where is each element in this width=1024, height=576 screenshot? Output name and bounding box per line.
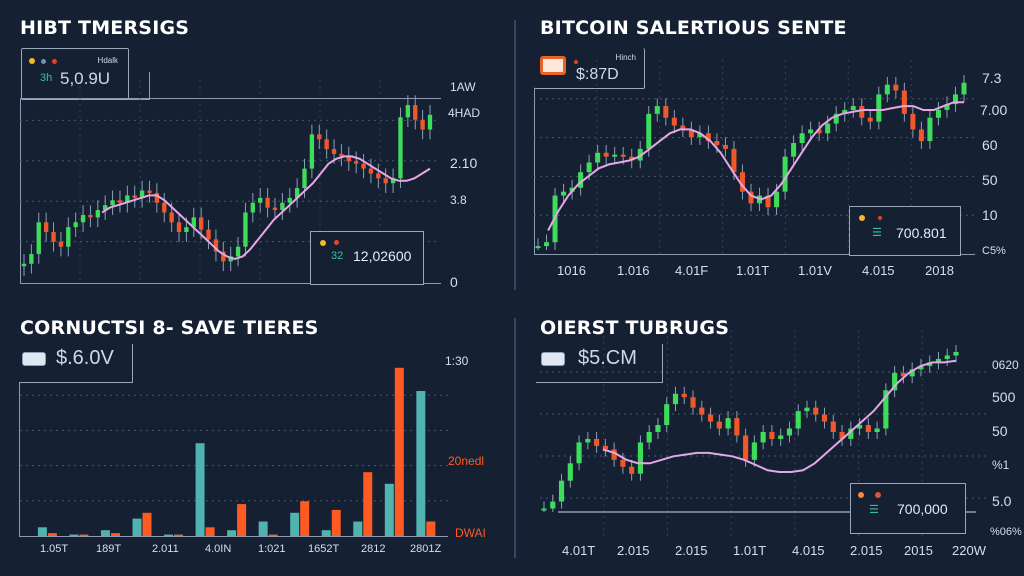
card-icon	[22, 352, 46, 366]
panel-cornuctsi: CORNUCTSI 8- SAVE TIERES $.6.0V 1:30 20n…	[0, 300, 512, 576]
y-tick: 3.8	[450, 193, 467, 207]
legend-box: ☰ 700,000	[850, 483, 966, 534]
panel-title: OIERST TUBRUGS	[540, 317, 730, 339]
y-tick: %06%	[990, 526, 1022, 538]
vertical-divider	[514, 20, 516, 290]
x-tick: 1:021	[258, 543, 286, 555]
status-dot-blue	[41, 59, 46, 64]
x-tick: 2.015	[617, 543, 650, 558]
info-box: Hinch $:87D	[534, 48, 645, 89]
x-tick: 2015	[904, 543, 933, 558]
y-tick: %1	[992, 458, 1010, 472]
panel-bitcoin: BITCOIN SALERTIOUS SENTE Hinch $:87D 7.3…	[512, 0, 1024, 300]
legend-dot-yellow	[320, 240, 326, 246]
legend-dot-red	[875, 492, 881, 498]
x-tick: 1.016	[617, 263, 650, 278]
y-tick: 1AW	[450, 80, 476, 94]
y-tick: 60	[982, 137, 998, 153]
info-value: 5,0.9U	[60, 69, 111, 88]
info-label: Hinch	[615, 53, 636, 62]
info-label: Hdalk	[97, 56, 118, 65]
x-tick: 2.015	[850, 543, 883, 558]
legend-box: 32 12,02600	[310, 231, 424, 285]
legend-box: ☰ 700.801	[849, 206, 961, 256]
x-tick: 1.01V	[798, 263, 832, 278]
legend-dot-red	[878, 216, 882, 220]
y-tick: C5%	[982, 245, 1006, 257]
legend-value: 700.801	[896, 225, 947, 241]
card-icon	[541, 352, 565, 366]
orange-badge-icon	[540, 56, 566, 75]
status-dot-red	[574, 60, 578, 64]
chart-frame	[534, 88, 975, 255]
y-tick: 2.10	[450, 155, 478, 171]
y-tick: 5.0	[992, 493, 1012, 509]
legend-prefix: 32	[331, 250, 344, 262]
info-box: $.6.0V	[20, 344, 133, 383]
bar-chart	[20, 367, 450, 536]
legend-dot-yellow	[859, 215, 865, 221]
y-tick: 50	[982, 172, 998, 188]
x-tick: 4.01T	[562, 543, 596, 558]
status-dot-yellow	[29, 58, 35, 64]
y-tick: 50	[992, 423, 1008, 439]
panel-title: CORNUCTSI 8- SAVE TIERES	[20, 317, 319, 339]
chart-frame	[20, 98, 441, 284]
info-prefix: 3h	[40, 72, 53, 84]
candlestick-chart-4	[540, 330, 986, 540]
x-tick: 1.01T	[733, 543, 767, 558]
x-tick: 189T	[96, 543, 122, 555]
frame-connector	[127, 72, 150, 100]
y-tick: 4HAD	[448, 106, 481, 120]
x-tick: 4.01F	[675, 263, 709, 278]
panel-title: HIBT TMERSIGS	[20, 17, 190, 39]
y-tick: 7.3	[982, 70, 1002, 86]
x-tick: 1.05T	[40, 543, 69, 555]
panel-oierst: OIERST TUBRUGS $5.CM 0620 500 50 %1 5.0 …	[512, 300, 1024, 576]
info-box: Hdalk 3h 5,0.9U	[21, 48, 129, 100]
x-tick: 1652T	[308, 543, 340, 555]
vertical-divider	[514, 318, 516, 558]
x-tick: 2.015	[675, 543, 708, 558]
x-tick: 2801Z	[410, 543, 442, 555]
x-tick: 2018	[925, 263, 954, 278]
y-tick: 0	[450, 274, 458, 290]
y-tick: 10	[982, 207, 998, 223]
y-tick: 20nedl	[448, 454, 485, 468]
x-tick: 2812	[361, 543, 386, 555]
info-value: $:87D	[576, 66, 619, 83]
chart-frame	[19, 382, 448, 537]
panel-hibt: HIBT TMERSIGS Hdalk 3h 5,0.9U 1AW 4HAD 2…	[0, 0, 512, 300]
x-tick: 4.015	[792, 543, 825, 558]
y-tick: 1:30	[445, 354, 469, 368]
info-box: $5.CM	[536, 344, 663, 383]
candlestick-chart-2	[534, 60, 974, 254]
info-value: $5.CM	[578, 347, 637, 369]
legend-value: 12,02600	[353, 248, 412, 264]
y-tick: 500	[992, 389, 1016, 405]
legend-icon: ☰	[869, 504, 879, 516]
legend-icon: ☰	[872, 227, 882, 239]
legend-dot-orange	[858, 492, 864, 498]
x-tick: 220W	[952, 543, 986, 558]
y-tick: DWAI	[455, 526, 486, 540]
panel-title: BITCOIN SALERTIOUS SENTE	[540, 17, 847, 39]
x-tick: 1016	[557, 263, 586, 278]
y-tick: 0620	[992, 358, 1019, 372]
x-tick: 2.011	[152, 543, 179, 555]
legend-value: 700,000	[897, 501, 948, 517]
x-tick: 4.0IN	[205, 543, 232, 555]
legend-dot-red	[334, 240, 339, 245]
x-tick: 1.01T	[736, 263, 770, 278]
info-value: $.6.0V	[56, 347, 114, 369]
y-tick: 7.00	[980, 102, 1008, 118]
status-dot-red	[52, 59, 57, 64]
x-tick: 4.015	[862, 263, 895, 278]
